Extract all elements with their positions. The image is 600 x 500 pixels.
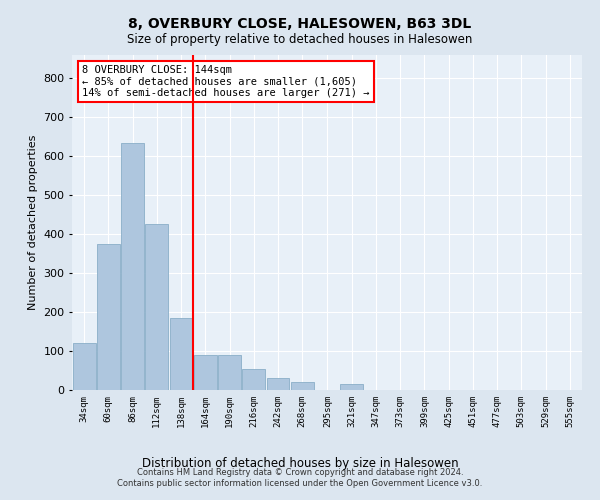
Bar bbox=[73, 344, 95, 390]
Bar bbox=[121, 142, 144, 390]
Text: Contains HM Land Registry data © Crown copyright and database right 2024.
Contai: Contains HM Land Registry data © Crown c… bbox=[118, 468, 482, 487]
Bar bbox=[266, 378, 289, 390]
Bar bbox=[194, 355, 217, 390]
Text: Size of property relative to detached houses in Halesowen: Size of property relative to detached ho… bbox=[127, 32, 473, 46]
Bar bbox=[242, 368, 265, 390]
Text: 8 OVERBURY CLOSE: 144sqm
← 85% of detached houses are smaller (1,605)
14% of sem: 8 OVERBURY CLOSE: 144sqm ← 85% of detach… bbox=[82, 65, 370, 98]
Y-axis label: Number of detached properties: Number of detached properties bbox=[28, 135, 38, 310]
Text: 8, OVERBURY CLOSE, HALESOWEN, B63 3DL: 8, OVERBURY CLOSE, HALESOWEN, B63 3DL bbox=[128, 18, 472, 32]
Bar bbox=[340, 384, 363, 390]
Bar bbox=[145, 224, 168, 390]
Text: Distribution of detached houses by size in Halesowen: Distribution of detached houses by size … bbox=[142, 458, 458, 470]
Bar bbox=[218, 355, 241, 390]
Bar bbox=[291, 382, 314, 390]
Bar bbox=[170, 318, 193, 390]
Bar bbox=[97, 244, 120, 390]
